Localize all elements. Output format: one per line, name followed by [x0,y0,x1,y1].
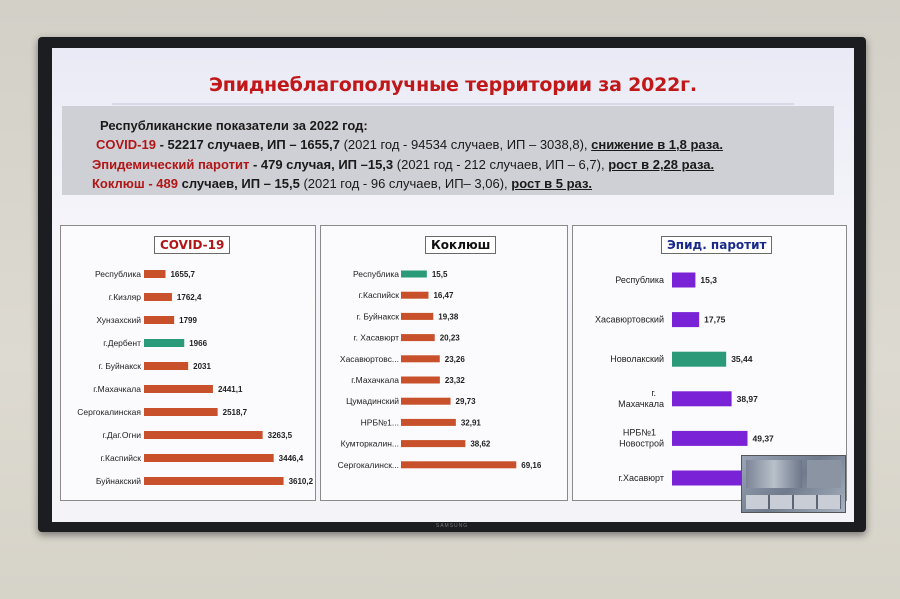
category-label: г.Махачкала [351,375,399,385]
pertussis-chart-panel: Коклюш Республика 15,5 г.Каспийск 16,47 г. Б… [320,225,568,501]
bar-1 [144,270,166,278]
value-label: 3263,5 [268,431,293,440]
bar-6 [401,376,440,384]
tv-brand-logo: SAMSUNG [435,523,469,529]
value-label: 1966 [189,339,207,348]
pertussis-chart: Республика 15,5 г.Каспийск 16,47 г. Буйнакск… [338,269,542,470]
bar-9 [144,454,274,462]
presentation-slide: Эпиднеблагополучные территории за 2022г.… [52,48,854,522]
bar-2 [401,291,429,299]
value-label: 23,32 [445,376,466,385]
bar-3 [401,312,434,320]
value-label: 3610,2 [289,477,314,486]
value-label: 16,47 [433,291,454,300]
bar-10 [401,461,517,469]
category-label: НРБ№1... [361,417,399,427]
bar-6 [672,470,764,486]
bar-4 [144,339,185,347]
value-label: 35,44 [731,354,753,364]
bar-8 [144,431,263,439]
mumps-chart: Республика 15,3 Хасавюртовский 17,75 Новолак… [595,272,790,486]
value-label: 69,16 [521,461,542,470]
covid-chart-panel: COVID-19 Республика 1655,7 г.Кизляр 1762,4 Х… [60,225,316,501]
value-label: 1799 [179,316,197,325]
category-label: Республика [95,269,141,279]
bar-8 [401,418,456,426]
category-label: Хунзахский [96,315,141,325]
category-label: Буйнакский [96,476,141,486]
pertussis-chart-title: Коклюш [425,236,497,254]
mumps-chart-title: Эпид. паротит [661,236,773,254]
bar-2 [144,293,172,301]
category-label: г.Каспийск [359,290,400,300]
category-label: г.Махачкала [93,384,141,394]
value-label: 20,23 [440,334,461,343]
bar-5 [672,430,748,446]
bar-7 [401,397,451,405]
category-label: Хасавюртовский [595,315,664,325]
category-label: г.Даг.Огни [103,430,142,440]
category-label: г. Хасавюрт [354,333,400,343]
category-label: Сергокалинская [77,407,141,417]
slide-title: Эпиднеблагополучные территории за 2022г. [209,74,697,96]
bar-3 [672,351,727,367]
value-label: 15,5 [432,270,448,279]
category-label: г.Хасавюрт [618,473,664,483]
video-thumbnail-overlay [741,455,846,513]
category-label: Хасавюртовс... [340,354,399,364]
category-label: Цумадинский [346,396,399,406]
value-label: 29,73 [456,397,477,406]
category-label: г.Махачкала [618,388,664,409]
category-label: г. Буйнакск [99,361,142,371]
covid-chart-title: COVID-19 [154,236,231,254]
bar-9 [401,440,466,448]
category-label: Республика [353,269,399,279]
summary-heading: Республиканские показатели за 2022 год: [100,118,368,133]
value-label: 23,26 [445,355,466,364]
value-label: 1655,7 [170,270,195,279]
value-label: 2031 [193,362,211,371]
value-label: 17,75 [704,315,726,325]
value-label: 38,97 [737,394,759,404]
value-label: 3446,4 [279,454,304,463]
bar-4 [672,391,732,407]
bar-4 [401,334,435,342]
value-label: 49,37 [753,433,775,443]
category-label: Новолакский [610,354,664,364]
value-label: 19,38 [438,312,459,321]
covid-chart: Республика 1655,7 г.Кизляр 1762,4 Хунзахский… [77,269,314,486]
category-label: Кумторкалин... [341,439,399,449]
value-label: 32,91 [461,418,482,427]
value-label: 15,3 [700,275,717,285]
bar-2 [672,312,700,328]
bar-3 [144,316,175,324]
category-label: г.Кизляр [109,292,141,302]
bar-10 [144,477,284,485]
category-label: НРБ№1 Новострой [619,427,664,448]
value-label: 1762,4 [177,293,202,302]
bar-6 [144,385,213,393]
bar-7 [144,408,218,416]
value-label: 38,62 [470,440,491,449]
category-label: Республика [615,275,664,285]
value-label: 2518,7 [223,408,248,417]
category-label: г. Буйнакск [357,311,400,321]
title-divider [112,103,794,105]
category-label: Сергокалинск... [338,460,399,470]
summary-mumps: Эпидемический паротит - 479 случая, ИП –… [92,157,715,172]
bar-5 [144,362,189,370]
summary-box: Республиканские показатели за 2022 год: … [62,106,834,195]
summary-pertussis: Коклюш - 489 случаев, ИП – 15,5 (2021 го… [92,176,593,191]
bar-1 [672,272,696,288]
category-label: г.Каспийск [101,453,142,463]
category-label: г.Дербент [103,338,141,348]
value-label: 2441,1 [218,385,243,394]
summary-covid: COVID-19 - 52217 случаев, ИП – 1655,7 (2… [96,137,723,152]
bar-1 [401,270,427,278]
bar-5 [401,355,440,363]
